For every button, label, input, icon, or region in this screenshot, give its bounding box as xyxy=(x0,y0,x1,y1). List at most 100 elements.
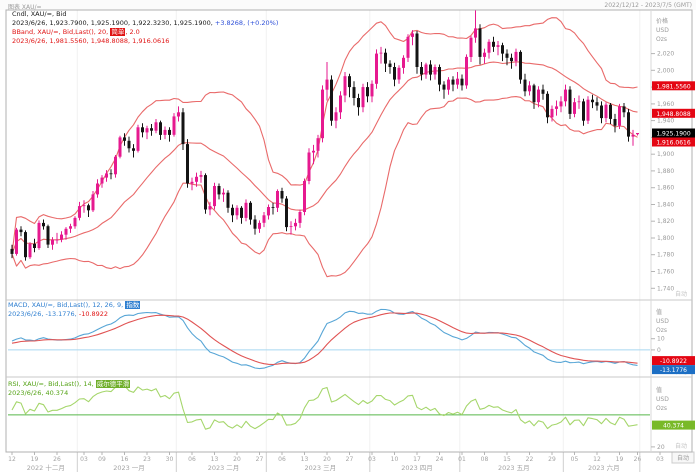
svg-text:12: 12 xyxy=(593,456,601,463)
svg-text:1,760: 1,760 xyxy=(657,269,674,276)
svg-text:1,860: 1,860 xyxy=(657,185,674,192)
svg-text:24: 24 xyxy=(436,456,444,463)
svg-text:13: 13 xyxy=(301,456,309,463)
svg-text:06: 06 xyxy=(188,456,196,463)
window-title[interactable]: 图表 XAU/= xyxy=(8,4,42,11)
rsi-legend: RSI, XAU/=, Bid,Last(), 14, 威尔德平滑 2023/6… xyxy=(8,380,131,398)
svg-text:2023 三月: 2023 三月 xyxy=(304,464,336,472)
svg-text:自动: 自动 xyxy=(677,454,689,462)
svg-text:USD: USD xyxy=(656,396,669,403)
svg-text:-13.1776: -13.1776 xyxy=(660,367,687,374)
svg-text:2,000: 2,000 xyxy=(657,67,674,74)
svg-text:1,940: 1,940 xyxy=(657,118,674,125)
svg-text:16: 16 xyxy=(121,456,129,463)
svg-text:2023 五月: 2023 五月 xyxy=(498,464,530,472)
svg-text:值: 值 xyxy=(656,308,662,316)
svg-text:Ozs: Ozs xyxy=(656,405,667,412)
svg-text:值: 值 xyxy=(656,386,662,394)
svg-text:自动: 自动 xyxy=(675,290,687,298)
svg-text:2,020: 2,020 xyxy=(657,51,674,58)
svg-text:03: 03 xyxy=(656,456,664,463)
svg-text:1,925.1900: 1,925.1900 xyxy=(656,131,691,138)
svg-text:17: 17 xyxy=(413,456,421,463)
svg-text:03: 03 xyxy=(80,456,88,463)
svg-text:USD: USD xyxy=(656,27,669,34)
price-axis[interactable]: 价格USDOzs2,0202,0001,9801,9601,9401,9201,… xyxy=(651,17,695,298)
svg-text:-10.8922: -10.8922 xyxy=(660,358,687,365)
candle-legend-values: 2023/6/26, 1,923.7900, 1,925.1900, 1,922… xyxy=(12,19,279,27)
bband-legend-title[interactable]: BBand, XAU/=, Bid,Last(), 20, 简单, 2.0 xyxy=(12,28,140,36)
svg-text:1,740: 1,740 xyxy=(657,285,674,292)
svg-text:05: 05 xyxy=(571,456,579,463)
svg-text:20: 20 xyxy=(233,456,241,463)
title-bar: 图表 XAU/= 2022/12/12 - 2023/7/5 (GMT) xyxy=(0,0,696,11)
macd-legend-title[interactable]: MACD, XAU/=, Bid,Last(), 12, 26, 9, 指数 xyxy=(8,301,141,309)
svg-text:27: 27 xyxy=(346,456,354,463)
svg-text:1,800: 1,800 xyxy=(657,235,674,242)
svg-text:26: 26 xyxy=(634,456,642,463)
rsi-axis[interactable]: 值 USD Ozs 20 自动 40.374 xyxy=(651,386,695,451)
frame-border xyxy=(5,9,693,453)
svg-text:1,780: 1,780 xyxy=(657,252,674,259)
svg-text:09: 09 xyxy=(98,456,106,463)
svg-text:15: 15 xyxy=(503,456,511,463)
svg-text:19: 19 xyxy=(31,456,39,463)
svg-text:19: 19 xyxy=(616,456,624,463)
svg-text:2023 四月: 2023 四月 xyxy=(401,464,433,472)
svg-text:06: 06 xyxy=(278,456,286,463)
svg-text:1,981.5560: 1,981.5560 xyxy=(656,83,691,90)
svg-text:23: 23 xyxy=(143,456,151,463)
svg-text:1,820: 1,820 xyxy=(657,218,674,225)
svg-text:22: 22 xyxy=(526,456,534,463)
svg-text:26: 26 xyxy=(53,456,61,463)
bband-legend-values: 2023/6/26, 1,981.5560, 1,948.8088, 1,916… xyxy=(12,37,170,45)
svg-text:20: 20 xyxy=(657,444,665,451)
macd-signal-value: -10.8922 xyxy=(78,310,109,318)
price-change-value: +3.8268, (+0.20%) xyxy=(214,19,279,27)
svg-text:20: 20 xyxy=(323,456,331,463)
rsi-legend-title[interactable]: RSI, XAU/=, Bid,Last(), 14, 威尔德平滑 xyxy=(8,380,131,388)
price-legend: Cndl, XAU/=, Bid 2023/6/26, 1,923.7900, … xyxy=(12,10,278,46)
svg-text:1,960: 1,960 xyxy=(657,101,674,108)
svg-text:10: 10 xyxy=(657,336,665,343)
svg-text:1,900: 1,900 xyxy=(657,151,674,158)
svg-text:01: 01 xyxy=(458,456,466,463)
svg-text:1,840: 1,840 xyxy=(657,202,674,209)
bband-method-param: 简单 xyxy=(110,28,126,36)
svg-text:12: 12 xyxy=(8,456,16,463)
svg-text:2023 二月: 2023 二月 xyxy=(208,464,240,472)
svg-text:1,916.0616: 1,916.0616 xyxy=(656,140,691,147)
svg-text:自动: 自动 xyxy=(675,442,687,450)
svg-text:1,880: 1,880 xyxy=(657,168,674,175)
candle-legend-title[interactable]: Cndl, XAU/=, Bid xyxy=(12,10,67,18)
svg-text:Ozs: Ozs xyxy=(656,327,667,334)
macd-method-param: 指数 xyxy=(125,301,141,309)
svg-text:2023 六月: 2023 六月 xyxy=(588,463,620,472)
macd-legend-values: 2023/6/26, -13.1776, -10.8922 xyxy=(8,310,109,318)
svg-text:2022 十二月: 2022 十二月 xyxy=(27,463,65,472)
bollinger-bands xyxy=(11,17,638,278)
svg-text:2023 一月: 2023 一月 xyxy=(113,464,145,472)
svg-text:03: 03 xyxy=(368,456,376,463)
svg-text:08: 08 xyxy=(481,456,489,463)
date-range-label: 2022/12/12 - 2023/7/5 (GMT) xyxy=(604,2,692,9)
svg-text:40.374: 40.374 xyxy=(663,423,684,430)
svg-text:13: 13 xyxy=(211,456,219,463)
macd-axis[interactable]: 值USDOzs100自动-10.8922-13.1776 xyxy=(651,308,695,376)
macd-panel xyxy=(8,308,650,370)
macd-legend: MACD, XAU/=, Bid,Last(), 12, 26, 9, 指数 2… xyxy=(8,301,141,319)
svg-text:1,948.8088: 1,948.8088 xyxy=(656,111,691,118)
rsi-legend-values: 2023/6/26, 40.374 xyxy=(8,389,69,397)
svg-text:30: 30 xyxy=(166,456,174,463)
candlesticks xyxy=(10,10,639,261)
svg-text:价格: 价格 xyxy=(656,17,668,25)
svg-text:USD: USD xyxy=(656,318,669,325)
svg-text:10: 10 xyxy=(391,456,399,463)
svg-text:Ozs: Ozs xyxy=(656,36,667,43)
svg-text:0: 0 xyxy=(657,347,661,354)
svg-text:29: 29 xyxy=(548,456,556,463)
rsi-method-param: 威尔德平滑 xyxy=(95,380,131,388)
